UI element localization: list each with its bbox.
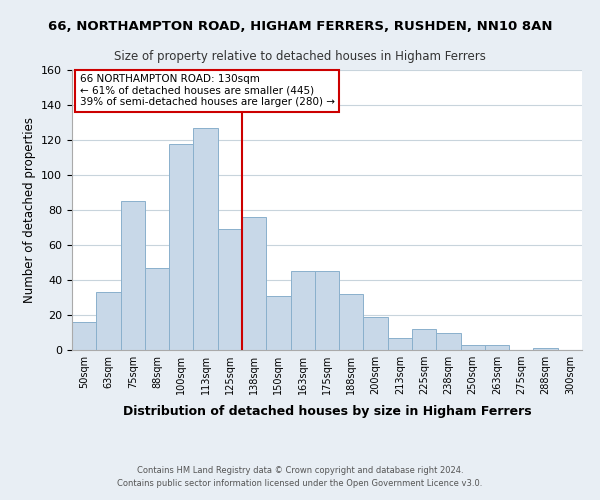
Y-axis label: Number of detached properties: Number of detached properties — [23, 117, 35, 303]
Text: 66, NORTHAMPTON ROAD, HIGHAM FERRERS, RUSHDEN, NN10 8AN: 66, NORTHAMPTON ROAD, HIGHAM FERRERS, RU… — [48, 20, 552, 33]
Bar — [290, 271, 315, 350]
Bar — [315, 271, 339, 350]
Bar — [121, 201, 145, 350]
Bar — [145, 268, 169, 350]
Bar — [193, 128, 218, 350]
Bar — [436, 332, 461, 350]
Bar — [364, 317, 388, 350]
X-axis label: Distribution of detached houses by size in Higham Ferrers: Distribution of detached houses by size … — [122, 406, 532, 418]
Bar — [266, 296, 290, 350]
Bar — [96, 292, 121, 350]
Text: Contains HM Land Registry data © Crown copyright and database right 2024.
Contai: Contains HM Land Registry data © Crown c… — [118, 466, 482, 487]
Bar — [218, 229, 242, 350]
Bar — [533, 348, 558, 350]
Bar — [169, 144, 193, 350]
Bar — [461, 345, 485, 350]
Text: 66 NORTHAMPTON ROAD: 130sqm
← 61% of detached houses are smaller (445)
39% of se: 66 NORTHAMPTON ROAD: 130sqm ← 61% of det… — [80, 74, 335, 108]
Bar — [388, 338, 412, 350]
Text: Size of property relative to detached houses in Higham Ferrers: Size of property relative to detached ho… — [114, 50, 486, 63]
Bar — [339, 294, 364, 350]
Bar — [72, 322, 96, 350]
Bar — [485, 345, 509, 350]
Bar — [412, 329, 436, 350]
Bar — [242, 217, 266, 350]
